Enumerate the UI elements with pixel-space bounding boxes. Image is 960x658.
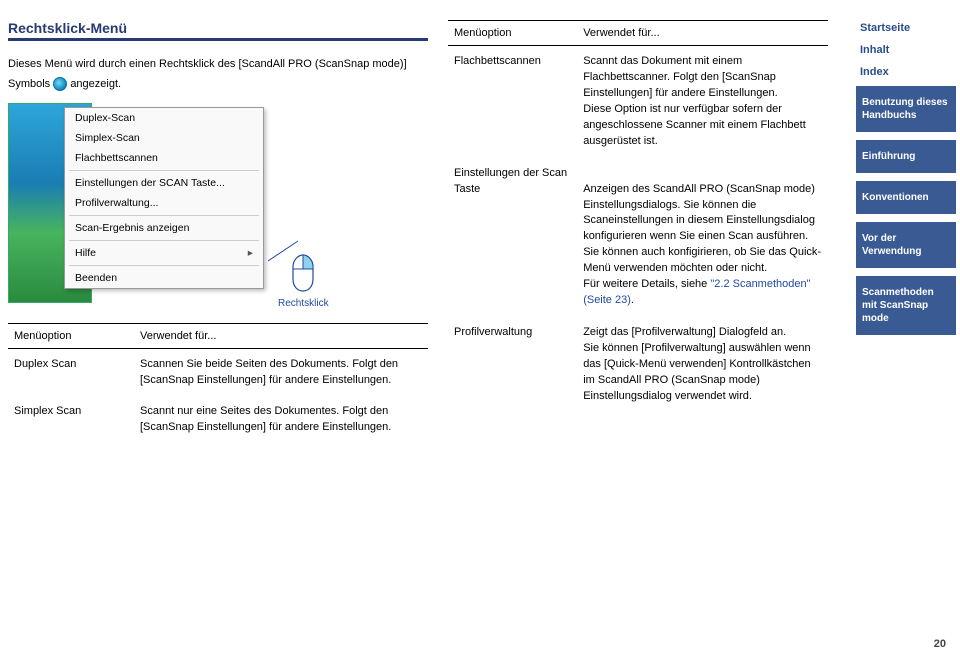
table-row: Einstellungen der Scan Taste Anzeigen de… [448, 158, 828, 317]
intro-text: Dieses Menü wird durch einen Rechtsklick… [8, 55, 428, 95]
ctx-item[interactable]: Einstellungen der SCAN Taste... [65, 173, 263, 193]
ctx-item[interactable]: Simplex-Scan [65, 128, 263, 148]
ctx-item[interactable]: Duplex-Scan [65, 108, 263, 128]
nav-block[interactable]: Konventionen [856, 181, 956, 214]
ctx-item[interactable]: Profilverwaltung... [65, 193, 263, 213]
page-title: Rechtsklick-Menü [8, 20, 428, 36]
nav-index[interactable]: Index [852, 62, 960, 82]
callout-line [268, 239, 304, 263]
opt-name: Flachbettscannen [448, 46, 577, 158]
page-number: 20 [934, 638, 946, 650]
opt-desc: Scannt nur eine Seites des Dokumentes. F… [134, 396, 428, 444]
nav-block[interactable]: Einführung [856, 140, 956, 173]
th-option: Menüoption [8, 323, 134, 348]
scansnap-tray-icon [53, 77, 67, 91]
sidebar-nav: Startseite Inhalt Index Benutzung dieses… [852, 0, 960, 658]
nav-block[interactable]: Scanmethoden mit ScanSnap mode [856, 276, 956, 335]
nav-startseite[interactable]: Startseite [852, 18, 960, 38]
ctx-item[interactable]: Flachbettscannen [65, 148, 263, 168]
opt-name: Simplex Scan [8, 396, 134, 444]
th-option: Menüoption [448, 21, 577, 46]
opt-name: Profilverwaltung [448, 317, 577, 413]
nav-block[interactable]: Benutzung dieses Handbuchs [856, 86, 956, 132]
table-row: Profilverwaltung Zeigt das [Profilverwal… [448, 317, 828, 413]
ctx-separator [69, 265, 259, 266]
mouse-label: Rechtsklick [278, 298, 329, 309]
context-menu: Duplex-Scan Simplex-Scan Flachbettscanne… [64, 107, 264, 289]
th-used-for: Verwendet für... [577, 21, 828, 46]
ctx-separator [69, 240, 259, 241]
nav-inhalt[interactable]: Inhalt [852, 40, 960, 60]
opt-desc: Scannen Sie beide Seiten des Dokuments. … [134, 348, 428, 396]
desc-after: . [631, 294, 634, 306]
table-row: Duplex Scan Scannen Sie beide Seiten des… [8, 348, 428, 396]
opt-desc: Scannt das Dokument mit einem Flachbetts… [577, 46, 828, 158]
ctx-item[interactable]: Beenden [65, 268, 263, 288]
opt-name: Einstellungen der Scan Taste [448, 158, 577, 317]
opt-name: Duplex Scan [8, 348, 134, 396]
table-row: Simplex Scan Scannt nur eine Seites des … [8, 396, 428, 444]
opt-desc: Anzeigen des ScandAll PRO (ScanSnap mode… [577, 158, 828, 317]
intro-after: angezeigt. [70, 78, 121, 90]
options-table-right: Menüoption Verwendet für... Flachbettsca… [448, 20, 828, 413]
intro-before: Dieses Menü wird durch einen Rechtsklick… [8, 58, 407, 90]
options-table-left: Menüoption Verwendet für... Duplex Scan … [8, 323, 428, 445]
opt-desc: Zeigt das [Profilverwaltung] Dialogfeld … [577, 317, 828, 413]
nav-block[interactable]: Vor der Verwendung [856, 222, 956, 268]
ctx-item[interactable]: Hilfe [65, 243, 263, 263]
table-row: Flachbettscannen Scannt das Dokument mit… [448, 46, 828, 158]
title-rule [8, 38, 428, 41]
context-menu-screenshot: Duplex-Scan Simplex-Scan Flachbettscanne… [8, 103, 428, 313]
ctx-separator [69, 215, 259, 216]
th-used-for: Verwendet für... [134, 323, 428, 348]
desc-text: Anzeigen des ScandAll PRO (ScanSnap mode… [583, 183, 821, 291]
ctx-separator [69, 170, 259, 171]
mouse-callout: Rechtsklick [278, 253, 329, 309]
ctx-item[interactable]: Scan-Ergebnis anzeigen [65, 218, 263, 238]
